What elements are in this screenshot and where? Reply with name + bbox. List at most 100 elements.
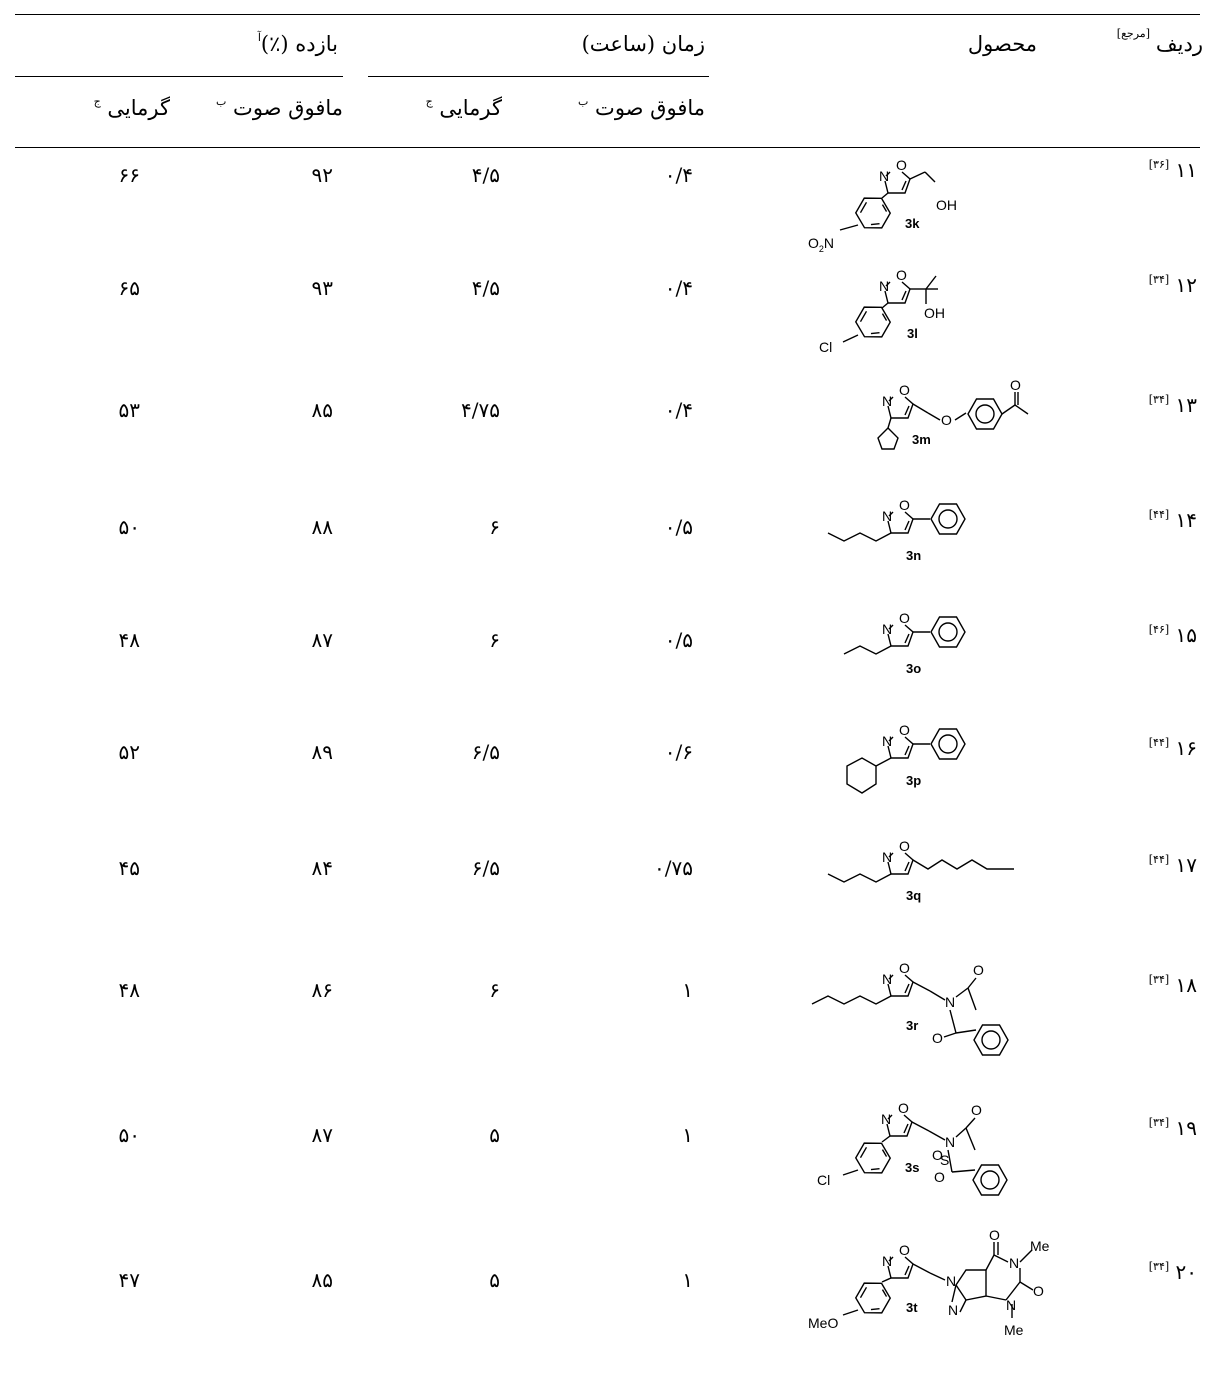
compound-label: 3o bbox=[906, 661, 921, 676]
time-thermal: ۴/۵ bbox=[471, 163, 500, 187]
atom-label: O bbox=[899, 960, 910, 976]
structure-3r bbox=[811, 974, 1009, 1056]
atom-label: O bbox=[1033, 1283, 1044, 1299]
atom-label: O bbox=[896, 267, 907, 283]
yield-ultrasound: ۸۷ bbox=[311, 1123, 333, 1147]
atom-label: N bbox=[945, 1134, 955, 1150]
atom-label: N bbox=[879, 168, 889, 184]
atom-label: N bbox=[882, 849, 892, 865]
atom-label: O bbox=[898, 1100, 909, 1116]
atom-label: O bbox=[971, 1102, 982, 1118]
atom-label: O bbox=[899, 610, 910, 626]
time-thermal: ۵ bbox=[489, 1123, 500, 1147]
atom-label: O bbox=[932, 1030, 943, 1046]
yield-thermal: ۴۸ bbox=[118, 978, 140, 1002]
time-ultrasound: ۰/۴ bbox=[664, 398, 693, 422]
structure-3t bbox=[842, 1242, 1034, 1321]
yield-ultrasound: ۸۵ bbox=[311, 398, 333, 422]
yield-thermal: ۵۲ bbox=[118, 740, 140, 764]
subheader-time-thermal: گرمایی ج bbox=[425, 95, 502, 120]
atom-label: O bbox=[899, 1242, 910, 1258]
atom-label: N bbox=[1009, 1255, 1019, 1271]
time-thermal: ۶/۵ bbox=[471, 856, 500, 880]
row-entry: ۱۸ [۳۴] bbox=[1148, 973, 1197, 997]
atom-label: N bbox=[879, 278, 889, 294]
atom-label: O bbox=[941, 412, 952, 428]
atom-label: O2N bbox=[808, 235, 834, 254]
compound-label: 3m bbox=[912, 432, 931, 447]
product-header: محصول bbox=[967, 32, 1037, 56]
yield-group-rule bbox=[15, 76, 343, 77]
time-thermal: ۶/۵ bbox=[471, 740, 500, 764]
time-thermal: ۶ bbox=[489, 515, 500, 539]
yield-thermal: ۵۳ bbox=[118, 398, 140, 422]
atom-label: N bbox=[882, 393, 892, 409]
yield-ultrasound: ۸۵ bbox=[311, 1268, 333, 1292]
yield-ultrasound: ۸۶ bbox=[311, 978, 333, 1002]
yield-ultrasound: ۹۳ bbox=[311, 276, 333, 300]
subheader-yield-thermal: گرمایی ج bbox=[93, 95, 170, 120]
yield-thermal: ۴۵ bbox=[118, 856, 140, 880]
compound-label: 3k bbox=[905, 216, 920, 231]
yield-ultrasound: ۸۷ bbox=[311, 628, 333, 652]
atom-label: Cl bbox=[819, 339, 832, 355]
time-thermal: ۵ bbox=[489, 1268, 500, 1292]
structure-3p bbox=[846, 728, 966, 794]
time-ultrasound: ۰/۴ bbox=[664, 163, 693, 187]
row-entry: ۱۷ [۴۴] bbox=[1148, 853, 1197, 877]
atom-label: Cl bbox=[817, 1172, 830, 1188]
yield-ultrasound: ۸۹ bbox=[311, 740, 333, 764]
atom-label: O bbox=[899, 838, 910, 854]
time-thermal: ۴/۷۵ bbox=[461, 398, 500, 422]
atom-label: Me bbox=[1004, 1322, 1024, 1338]
time-header: زمان (ساعت) bbox=[581, 32, 705, 56]
yield-thermal: ۵۰ bbox=[118, 515, 140, 539]
yield-thermal: ۵۰ bbox=[118, 1123, 140, 1147]
header-bottom-rule bbox=[15, 147, 1200, 148]
yield-thermal: ۶۶ bbox=[118, 163, 140, 187]
atom-label: N bbox=[882, 733, 892, 749]
compound-label: 3q bbox=[906, 888, 921, 903]
time-ultrasound: ۰/۵ bbox=[664, 628, 693, 652]
atom-label: N bbox=[882, 508, 892, 524]
ref-header: [مرجع] bbox=[1116, 27, 1150, 40]
compound-label: 3n bbox=[906, 548, 921, 563]
yield-thermal: ۶۵ bbox=[118, 276, 140, 300]
time-thermal: ۶ bbox=[489, 628, 500, 652]
atom-label: O bbox=[899, 722, 910, 738]
atom-label: O bbox=[899, 497, 910, 513]
row-entry: ۱۲ [۳۴] bbox=[1148, 273, 1197, 297]
atom-label: Me bbox=[1030, 1238, 1050, 1254]
row-entry: ۱۹ [۳۴] bbox=[1148, 1116, 1197, 1140]
entry-header: ردیف bbox=[1155, 32, 1203, 56]
atom-label: N bbox=[945, 994, 955, 1010]
time-ultrasound: ۰/۶ bbox=[664, 740, 693, 764]
time-ultrasound: ۱ bbox=[682, 1268, 693, 1292]
atom-label: N bbox=[882, 1253, 892, 1269]
structure-3m bbox=[877, 392, 1029, 450]
compound-label: 3p bbox=[906, 773, 921, 788]
time-ultrasound: ۰/۴ bbox=[664, 276, 693, 300]
yield-ultrasound: ۹۲ bbox=[311, 163, 333, 187]
time-thermal: ۴/۵ bbox=[471, 276, 500, 300]
yield-thermal: ۴۷ bbox=[118, 1268, 140, 1292]
compound-label: 3s bbox=[905, 1160, 919, 1175]
yield-header: بازده (٪)آ bbox=[257, 31, 338, 56]
yield-thermal: ۴۸ bbox=[118, 628, 140, 652]
time-group-rule bbox=[368, 76, 709, 77]
atom-label: O bbox=[899, 382, 910, 398]
atom-label: O bbox=[932, 1147, 943, 1163]
time-thermal: ۶ bbox=[489, 978, 500, 1002]
atom-label: N bbox=[882, 621, 892, 637]
structure-3s bbox=[842, 1114, 1008, 1196]
atom-label: N bbox=[881, 1111, 891, 1127]
structure-3n bbox=[827, 503, 966, 542]
compound-label: 3t bbox=[906, 1300, 918, 1315]
subheader-time-ultrasound: مافوق صوت ب bbox=[578, 95, 705, 120]
row-entry: ۱۵ [۴۶] bbox=[1148, 623, 1197, 647]
compound-label: 3r bbox=[906, 1018, 918, 1033]
row-entry: ۱۳ [۳۴] bbox=[1148, 393, 1197, 417]
structure-3q bbox=[827, 852, 1014, 883]
structure-3k bbox=[839, 171, 936, 236]
atom-label: N bbox=[1006, 1297, 1016, 1313]
